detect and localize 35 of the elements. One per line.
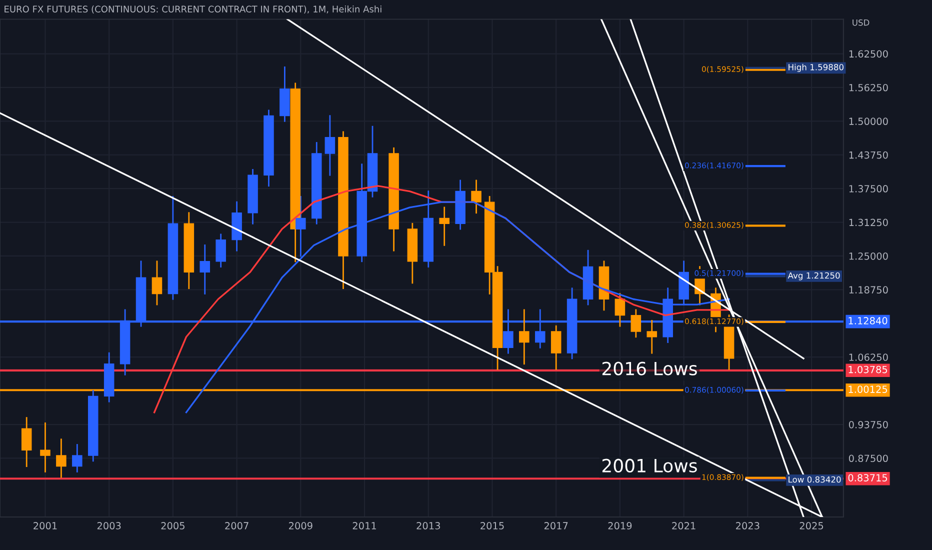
y-tick-label: 1.18750 (849, 286, 888, 294)
chart-title: EURO FX FUTURES (CONTINUOUS: CURRENT CONTRACT IN FRONT), 1M, Heikin Ashi (4, 6, 382, 14)
x-tick-label: 2017 (544, 522, 568, 530)
x-tick-label: 2025 (800, 522, 824, 530)
y-tick-label: 1.50000 (849, 118, 888, 126)
y-tick-label: 1.31250 (849, 218, 888, 226)
x-tick-label: 2007 (225, 522, 248, 530)
y-tick-label: 1.56250 (849, 84, 888, 92)
y-tick-label: 1.43750 (849, 151, 888, 159)
y-tick-label: 1.06250 (849, 354, 888, 361)
x-tick-label: 2015 (480, 522, 504, 530)
x-tick-label: 2021 (672, 522, 696, 530)
y-tick-label: 1.62500 (849, 50, 888, 58)
ref-line-label: 0.83715 (848, 474, 888, 482)
x-tick-label: 2013 (416, 522, 440, 530)
ref-line-label: 1.00125 (848, 386, 888, 393)
ref-line-label: High 1.59880 (788, 64, 844, 72)
annotation: 2001 Lows (602, 458, 697, 472)
x-tick-label: 2019 (608, 522, 632, 530)
x-tick-label: 2005 (161, 522, 184, 530)
annotation: 2016 Lows (602, 362, 697, 376)
x-tick-label: 2023 (736, 522, 760, 530)
x-tick-label: 2009 (289, 522, 312, 530)
y-tick-label: 0.93750 (848, 420, 888, 428)
ref-line-label: 1.12840 (848, 317, 888, 324)
x-tick-label: 2001 (34, 522, 57, 530)
ref-line-label: Avg 1.21250 (788, 272, 840, 280)
x-tick-label: 2011 (352, 522, 376, 530)
y-tick-label: 0.87500 (848, 454, 888, 462)
x-tick-label: 2003 (97, 522, 121, 530)
ref-line-label: 1.03785 (848, 366, 888, 374)
ref-line-label: Low 0.83420 (788, 476, 841, 483)
y-tick-label: 1.37500 (849, 185, 888, 192)
y-tick-label: 1.25000 (849, 252, 888, 260)
text: USD (852, 19, 870, 26)
